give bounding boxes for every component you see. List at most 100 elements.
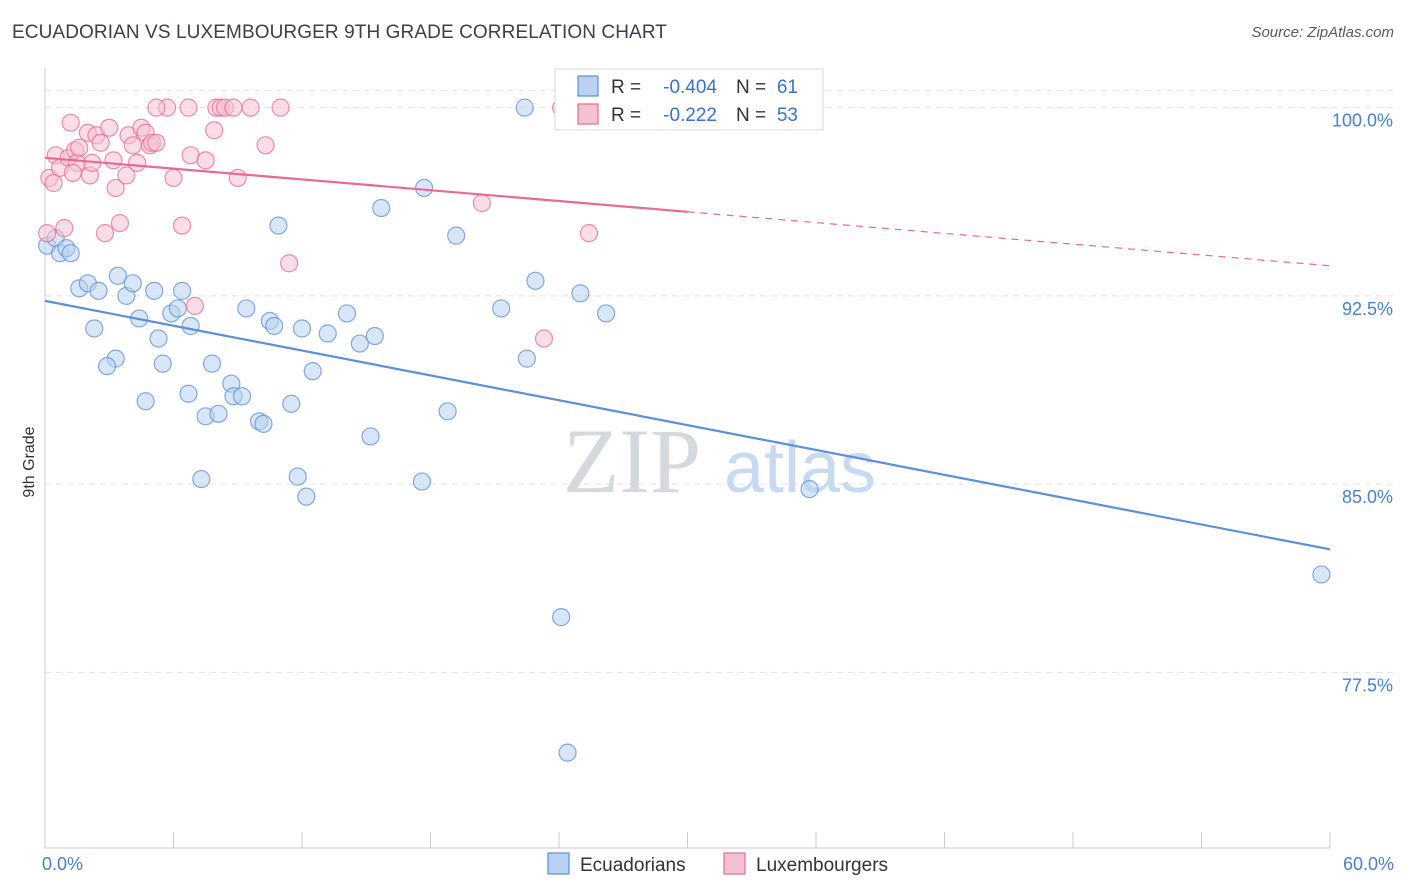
point-ecuadorian [265,316,284,336]
point-luxembourger [196,151,215,170]
point-ecuadorian [292,319,312,338]
point-ecuadorian [254,414,273,433]
legend-n-label: N = [736,77,766,98]
series-label-ecuadorians: Ecuadorians [580,855,686,876]
point-ecuadorian [365,326,384,346]
point-luxembourger [44,173,63,193]
point-ecuadorian [172,281,192,300]
point-luxembourger [95,224,115,243]
legend-r-value: -0.404 [663,77,717,98]
point-ecuadorian [303,362,322,381]
trend-line-luxembourgers [44,156,688,213]
point-ecuadorian [232,387,252,406]
point-ecuadorian [269,216,288,235]
point-ecuadorian [337,304,357,323]
legend-n-value: 61 [777,77,798,98]
point-luxembourger [110,213,130,233]
point-luxembourger [70,138,89,157]
point-ecuadorian [123,274,142,293]
point-ecuadorian [447,226,466,245]
point-ecuadorian [800,480,819,499]
x-tick-labels: 0.0% 60.0% [42,854,1394,874]
stats-legend: R = -0.404 N = 61 R = -0.222 N = 53 [554,68,824,131]
point-luxembourger [205,121,224,140]
point-luxembourger [63,163,82,182]
point-luxembourger [61,113,80,132]
point-ecuadorian [202,354,222,373]
series-label-luxembourgers: Luxembourgers [756,855,888,876]
legend-swatch-ecuadorians [577,75,599,97]
point-ecuadorian [1312,565,1331,584]
point-luxembourger [472,193,491,213]
point-ecuadorian [515,98,534,117]
point-ecuadorian [318,324,337,343]
legend-n-label: N = [736,105,766,126]
x-tick-label-max: 60.0% [1343,854,1394,874]
point-ecuadorian [181,316,200,336]
point-ecuadorian [412,472,432,491]
point-luxembourger [104,151,123,170]
trend-lines [44,156,1331,551]
point-ecuadorian [282,394,301,413]
x-tick-label-min: 0.0% [42,854,83,874]
watermark-atlas: atlas [724,428,876,508]
point-ecuadorian [297,487,316,506]
point-luxembourger [241,98,260,117]
legend-r-label: R = [611,77,641,98]
point-luxembourger [147,98,166,117]
point-ecuadorian [145,281,164,300]
point-luxembourger [256,136,275,155]
legend-r-value: -0.222 [663,105,717,126]
point-luxembourger [55,219,74,238]
legend-swatch-luxembourgers [577,103,599,125]
y-axis-label: 9th Grade [21,426,38,497]
y-tick-label: 77.5% [1342,675,1393,695]
y-tick-label: 85.0% [1342,487,1393,507]
point-ecuadorian [597,304,616,323]
point-luxembourger [164,168,183,188]
point-ecuadorian [61,244,80,263]
point-ecuadorian [361,427,380,446]
point-ecuadorian [168,299,187,318]
point-ecuadorian [552,608,571,627]
point-luxembourger [123,136,142,155]
point-ecuadorian [149,329,168,348]
legend-n-value: 53 [777,105,798,126]
chart-source: Source: ZipAtlas.com [1251,24,1394,41]
point-luxembourger [147,133,166,152]
point-ecuadorian [98,357,117,376]
point-ecuadorian [517,349,536,368]
point-ecuadorian [372,198,391,218]
data-points [38,98,1331,762]
point-ecuadorian [179,384,198,403]
point-ecuadorian [558,743,577,762]
point-ecuadorian [108,266,127,285]
point-ecuadorian [571,284,590,303]
point-ecuadorian [85,319,104,338]
point-luxembourger [100,118,119,137]
trend-line-ecuadorians [44,299,1331,551]
point-ecuadorian [350,334,369,353]
point-luxembourger [172,216,192,235]
point-ecuadorian [288,467,307,486]
point-ecuadorian [438,402,457,421]
stats-legend-box [554,68,824,131]
point-luxembourger [579,224,599,243]
point-ecuadorian [136,392,155,411]
legend-r-label: R = [611,105,641,126]
point-luxembourger [271,98,290,117]
point-luxembourger [228,168,247,188]
point-ecuadorian [192,469,211,489]
grid-lines [45,90,1394,673]
point-ecuadorian [237,299,256,318]
y-tick-label: 100.0% [1332,111,1393,131]
series-swatch-ecuadorians [547,852,570,875]
point-ecuadorian [209,404,228,423]
trend-line-extension-luxembourgers [687,211,1331,267]
watermark-zip: ZIP [563,410,701,512]
point-luxembourger [185,296,205,316]
point-luxembourger [534,329,554,348]
point-luxembourger [127,153,147,172]
point-luxembourger [106,178,125,198]
y-tick-labels: 77.5% 85.0% 92.5% 100.0% [1332,111,1393,696]
